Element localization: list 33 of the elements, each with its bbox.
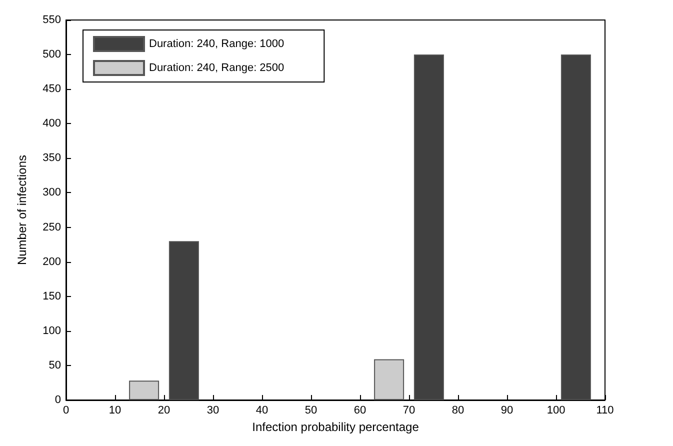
x-tick-label: 90: [500, 404, 514, 416]
y-tick-label: 300: [42, 186, 61, 199]
y-tick-label: 450: [42, 83, 61, 96]
bar: [129, 380, 160, 400]
y-tick-label: 50: [48, 359, 61, 372]
x-tick-label: 10: [108, 404, 122, 416]
y-tick-label: 150: [42, 290, 61, 302]
bar: [168, 241, 199, 400]
y-tick-label: 0: [54, 394, 61, 406]
x-tick-label: 60: [354, 404, 366, 416]
y-tick-label: 550: [42, 14, 61, 26]
y-tick-label: 200: [42, 256, 61, 268]
y-tick-label: 250: [42, 221, 61, 234]
x-tick-label: 70: [402, 404, 416, 416]
y-tick-label: 350: [42, 152, 61, 164]
legend-label: Duration: 240, Range: 2500: [149, 62, 284, 74]
y-tick-label: 400: [42, 118, 61, 130]
bar: [414, 54, 444, 400]
x-tick-label: 100: [546, 404, 566, 416]
y-tick-label: 500: [42, 48, 61, 61]
x-tick-label: 80: [452, 404, 464, 416]
legend-label: Duration: 240, Range: 1000: [149, 38, 284, 50]
x-tick-label: 0: [62, 404, 70, 416]
bar: [374, 359, 404, 400]
x-tick-label: 30: [206, 404, 220, 416]
x-tick-label: 110: [596, 404, 614, 416]
y-tick-label: 100: [42, 324, 61, 337]
x-tick-label: 50: [304, 404, 318, 416]
bar: [560, 54, 591, 400]
x-tick-label: 20: [158, 404, 170, 416]
x-tick-label: 40: [256, 404, 268, 416]
y-axis-title: Number of infections: [15, 154, 29, 266]
x-axis-title: Infection probability percentage: [252, 420, 420, 434]
